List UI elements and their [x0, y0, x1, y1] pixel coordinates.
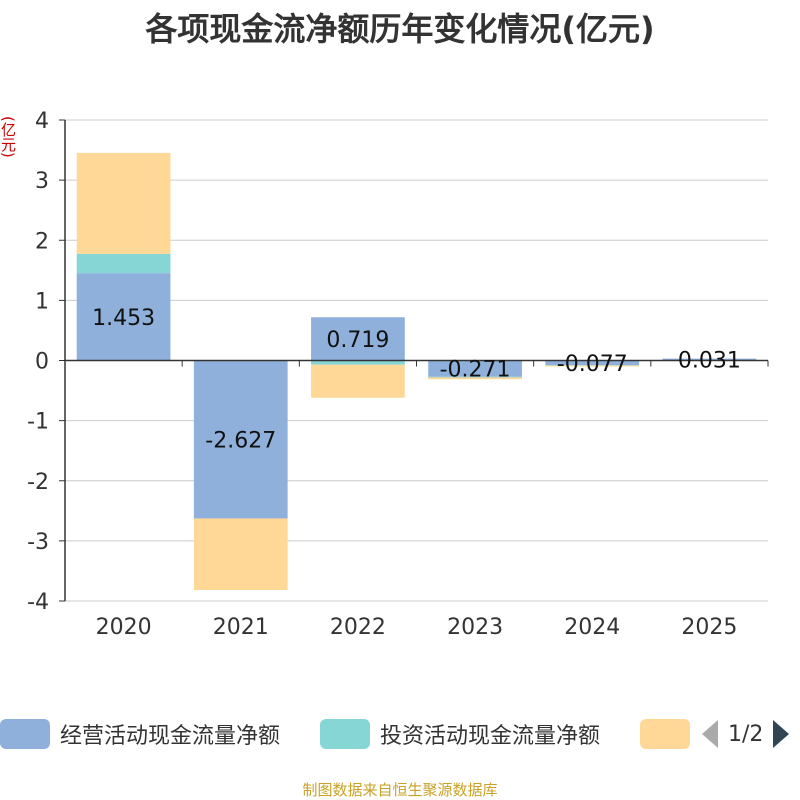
y-tick-label-5: -1 [27, 410, 49, 435]
bar-chart: 4 3 2 1 0 -1 -2 -3 -4 1.453 -2.627 0.719 -0.271 -0.07… [27, 109, 769, 640]
x-tick-label-2025: 2025 [681, 615, 737, 640]
bar-2020-series-0 [76, 273, 171, 361]
y-tick-label-3: 1 [35, 289, 49, 314]
x-tick-label-2020: 2020 [96, 615, 152, 640]
legend-item-investing[interactable]: 投资活动现金流量净额 [320, 716, 600, 752]
bar-2021-series-2 [193, 518, 288, 590]
bar-2023-series-1 [428, 376, 522, 378]
bar-2024-series-0 [545, 360, 640, 366]
data-label-2021: -2.627 [205, 428, 276, 453]
y-tick-label-7: -3 [27, 530, 49, 555]
data-source: 制图数据来自恒生聚源数据库 [302, 781, 498, 799]
legend-item-operating[interactable]: 经营活动现金流量净额 [0, 716, 280, 752]
data-label-2023: -0.271 [440, 358, 511, 383]
legend-item-financing[interactable] [640, 716, 700, 752]
data-label-2022: 0.719 [326, 328, 389, 353]
data-label-2024: -0.077 [557, 352, 628, 377]
y-tick-label-2: 2 [35, 229, 49, 254]
bar-2025-series-0 [662, 358, 757, 361]
x-tick-label-2021: 2021 [213, 615, 269, 640]
legend-swatch-operating [0, 719, 50, 749]
legend: 经营活动现金流量净额 投资活动现金流量净额 1/2 [0, 716, 800, 752]
y-tick-label-8: -4 [27, 590, 49, 615]
bar-2022-series-1 [311, 360, 405, 365]
bar-2020-series-2 [76, 152, 171, 254]
legend-swatch-financing [640, 719, 690, 749]
legend-label-investing: 投资活动现金流量净额 [380, 724, 601, 749]
legend-pager: 1/2 [702, 716, 790, 752]
y-tick-label-6: -2 [27, 470, 49, 495]
chart-title: 各项现金流净额历年变化情况(亿元) [145, 10, 655, 48]
next-page-icon[interactable] [773, 720, 790, 748]
x-tick-label-2022: 2022 [330, 615, 386, 640]
x-tick-label-2024: 2024 [564, 615, 620, 640]
data-label-2025: 0.031 [678, 349, 741, 374]
bar-2024-series-2 [545, 365, 640, 367]
bar-2023-series-0 [428, 360, 522, 377]
bar-2022-series-0 [311, 317, 405, 361]
legend-label-operating: 经营活动现金流量净额 [60, 724, 281, 749]
legend-swatch-investing [320, 719, 370, 749]
bar-2020-series-1 [76, 253, 171, 274]
data-label-2020: 1.453 [92, 306, 155, 331]
prev-page-icon[interactable] [702, 720, 718, 748]
legend-page-indicator: 1/2 [728, 721, 764, 747]
y-tick-label-4: 0 [35, 350, 49, 375]
bar-2023-series-2 [428, 377, 522, 380]
y-tick-label-0: 4 [35, 109, 49, 134]
y-axis-unit: (亿元) [0, 116, 17, 158]
bar-2021-series-0 [193, 360, 288, 519]
x-tick-label-2023: 2023 [447, 615, 503, 640]
y-tick-label-1: 3 [35, 169, 49, 194]
bar-2022-series-2 [311, 364, 405, 398]
